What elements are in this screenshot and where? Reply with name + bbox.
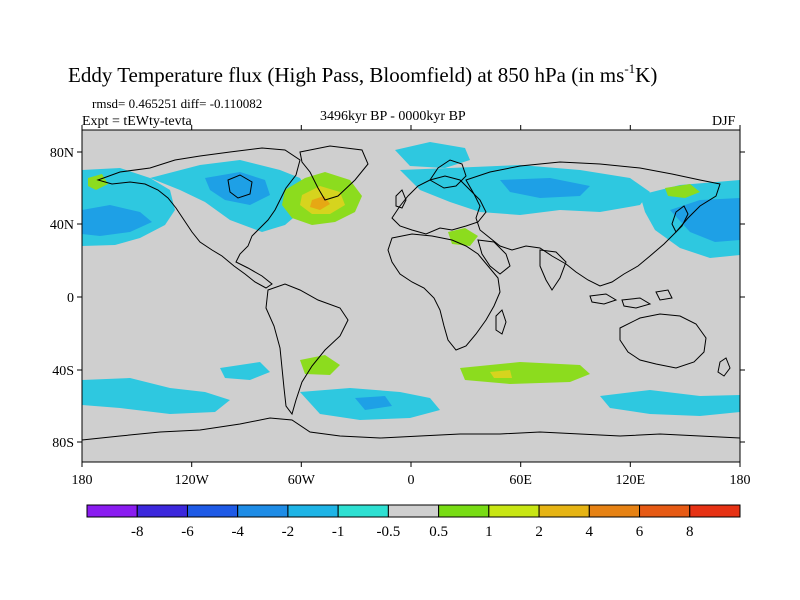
coastline-europe xyxy=(391,175,487,235)
colorbar-label: 0.5 xyxy=(429,524,448,540)
anomaly-region-nwpacific-strong xyxy=(670,198,740,242)
x-tick-labels: 180 120W 60W 0 60E 120E 180 xyxy=(72,473,751,488)
colorbar-swatch xyxy=(438,504,490,518)
period-label: 3496kyr BP - 0000kyr BP xyxy=(320,109,466,124)
colorbar-label: -1 xyxy=(332,524,345,540)
colorbar-swatch xyxy=(538,504,590,518)
coastline-japan xyxy=(671,205,689,233)
anomaly-region-southern-atlantic-strong xyxy=(355,396,392,410)
x-tick-label: 120W xyxy=(175,473,210,488)
map-axes: 180 120W 60W 0 60E 120E 180 80N 40N 0 40… xyxy=(50,125,751,488)
colorbar-label: -6 xyxy=(181,524,194,540)
anomaly-region-neasia-positive xyxy=(665,184,700,198)
coastline-africa xyxy=(387,233,501,351)
x-tick-label: 60E xyxy=(509,473,532,488)
y-tick-label: 80S xyxy=(52,436,74,451)
colorbar-label: -4 xyxy=(231,524,244,540)
anomaly-region-southern-central xyxy=(220,362,270,380)
colorbar-swatch xyxy=(237,504,289,518)
anomaly-region-canada-strong xyxy=(205,172,270,205)
colorbar-swatch xyxy=(136,504,188,518)
colorbar-swatch xyxy=(488,504,540,518)
colorbar-swatch xyxy=(689,504,741,518)
coastlines xyxy=(81,145,741,441)
coastline-south-america xyxy=(265,283,349,416)
coastline-asia xyxy=(465,161,721,287)
coastline-madagascar xyxy=(495,309,507,335)
colorbar-label: 2 xyxy=(535,524,543,540)
anomaly-region-eurasia-strong xyxy=(500,178,590,198)
coastline-hudson-bay xyxy=(227,174,253,199)
x-tick-label: 120E xyxy=(616,473,646,488)
y-tick-label: 0 xyxy=(67,291,74,306)
colorbar-label: 1 xyxy=(485,524,493,540)
anomaly-region-arctic xyxy=(395,142,470,168)
anomaly-region-npacific-west-strong xyxy=(82,205,152,236)
x-tick-label: 180 xyxy=(730,473,751,488)
coastline-british-isles xyxy=(395,189,407,209)
anomaly-region-southern-indian-strong xyxy=(490,370,512,378)
colorbar: -8 -6 -4 -2 -1 -0.5 0.5 1 2 4 6 8 xyxy=(86,504,741,540)
colorbar-label: -0.5 xyxy=(377,524,401,540)
coastline-north-america xyxy=(96,147,301,289)
x-ticks xyxy=(81,125,741,467)
colorbar-label: 6 xyxy=(636,524,644,540)
coastline-scandinavia xyxy=(429,159,467,189)
anomaly-region-southern-east xyxy=(600,390,740,416)
experiment-label: Expt = tEWty-tevta xyxy=(82,114,193,129)
colorbar-label: 8 xyxy=(686,524,694,540)
x-tick-label: 180 xyxy=(72,473,93,488)
colorbar-swatch xyxy=(287,504,339,518)
x-tick-label: 0 xyxy=(408,473,415,488)
y-tick-label: 40N xyxy=(50,218,74,233)
colorbar-label: -2 xyxy=(282,524,295,540)
stats-label: rmsd= 0.465251 diff= -0.110082 xyxy=(92,96,262,111)
y-tick-label: 80N xyxy=(50,146,74,161)
colorbar-swatch xyxy=(337,504,389,518)
season-label: DJF xyxy=(712,114,736,129)
coastline-new-zealand xyxy=(717,357,731,377)
map-panel xyxy=(81,129,741,463)
anomaly-region-southern-indian-positive xyxy=(460,362,590,384)
coastline-india xyxy=(539,249,567,291)
colorbar-swatch xyxy=(186,504,239,518)
figure-title: Eddy Temperature flux (High Pass, Bloomf… xyxy=(68,61,657,87)
anomaly-fills xyxy=(82,142,740,420)
coastline-greenland xyxy=(299,145,369,201)
coastline-indonesia xyxy=(589,289,673,309)
colorbar-label: -8 xyxy=(131,524,144,540)
colorbar-swatch xyxy=(639,504,691,518)
coastline-antarctica xyxy=(81,417,741,441)
colorbar-swatch xyxy=(588,504,641,518)
y-tick-label: 40S xyxy=(52,364,74,379)
coastline-australia xyxy=(619,313,707,369)
x-tick-label: 60W xyxy=(288,473,316,488)
y-ticks xyxy=(77,151,745,443)
coastline-arabia xyxy=(477,239,511,275)
colorbar-label: 4 xyxy=(586,524,594,540)
anomaly-region-southern-pacific xyxy=(82,378,230,414)
y-tick-labels: 80N 40N 0 40S 80S xyxy=(50,146,74,451)
colorbar-swatch xyxy=(387,504,440,518)
colorbar-swatch xyxy=(86,504,138,518)
